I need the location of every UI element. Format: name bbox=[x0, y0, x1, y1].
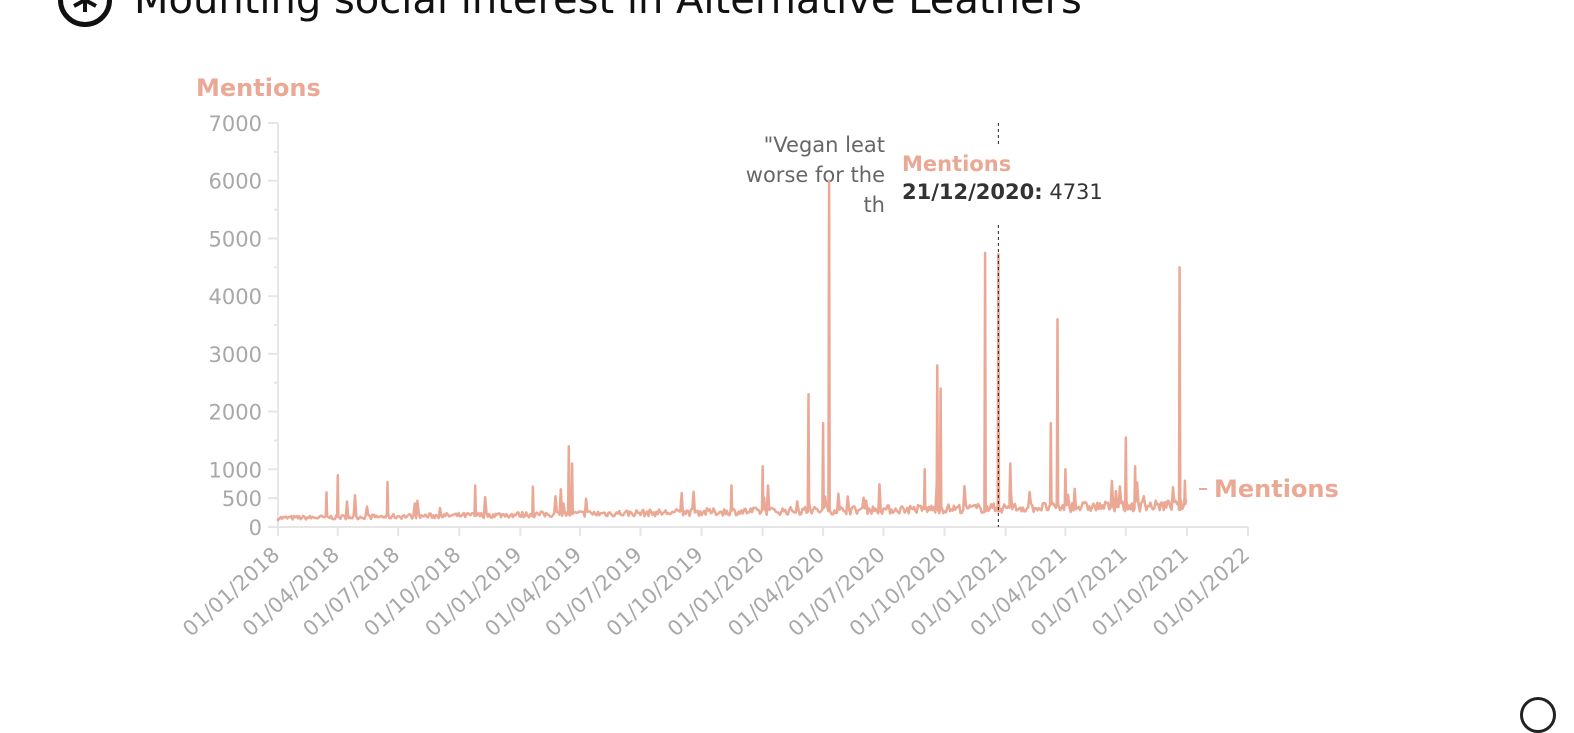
chart-header: Mounting social interest in Alternative … bbox=[58, 0, 1082, 27]
data-point[interactable] bbox=[531, 485, 535, 489]
data-point[interactable] bbox=[827, 179, 831, 183]
data-point[interactable] bbox=[1055, 317, 1059, 321]
data-point[interactable] bbox=[336, 473, 340, 477]
tooltip-series-name: Mentions bbox=[902, 152, 1012, 176]
data-point[interactable] bbox=[761, 464, 765, 468]
data-point[interactable] bbox=[935, 363, 939, 367]
y-tick-label: 500 bbox=[222, 487, 262, 511]
data-point[interactable] bbox=[1049, 421, 1053, 425]
y-tick-label: 0 bbox=[249, 516, 262, 540]
data-point[interactable] bbox=[1178, 265, 1182, 269]
data-point[interactable] bbox=[1063, 467, 1067, 471]
tooltip-value: 4731 bbox=[1049, 180, 1103, 204]
data-point[interactable] bbox=[1185, 485, 1189, 489]
y-tick-label: 5000 bbox=[209, 227, 262, 251]
x-axis: 01/01/201801/04/201801/07/201801/10/2018… bbox=[178, 526, 1254, 641]
tooltip-date: 21/12/2020: bbox=[902, 180, 1043, 204]
data-point[interactable] bbox=[729, 483, 733, 487]
corner-logo-icon bbox=[1520, 697, 1556, 733]
legend-label-mentions[interactable]: Mentions bbox=[1214, 475, 1339, 503]
data-point[interactable] bbox=[1133, 464, 1137, 468]
y-tick-label: 1000 bbox=[209, 458, 262, 482]
asterisk-icon bbox=[73, 0, 97, 12]
data-point[interactable] bbox=[939, 386, 943, 390]
y-tick-label: 6000 bbox=[209, 170, 262, 194]
tooltip-row: 21/12/2020: 4731 bbox=[902, 180, 1103, 204]
data-point[interactable] bbox=[923, 467, 927, 471]
data-point[interactable] bbox=[386, 480, 390, 484]
annotation-line-3: th bbox=[863, 193, 885, 217]
data-point[interactable] bbox=[1124, 436, 1128, 440]
y-tick-label: 3000 bbox=[209, 343, 262, 367]
series-line-mentions[interactable] bbox=[276, 179, 1188, 522]
data-point[interactable] bbox=[324, 490, 328, 494]
data-point[interactable] bbox=[1183, 479, 1187, 483]
data-point[interactable] bbox=[806, 392, 810, 396]
data-point[interactable] bbox=[821, 421, 825, 425]
annotation-line-1: "Vegan leat bbox=[764, 133, 885, 157]
peak-markers bbox=[324, 179, 1188, 495]
data-point[interactable] bbox=[983, 251, 987, 255]
annotation-line-2: worse for the bbox=[746, 163, 885, 187]
data-point[interactable] bbox=[567, 444, 571, 448]
chart-title: Mounting social interest in Alternative … bbox=[134, 0, 1082, 23]
data-point[interactable] bbox=[1008, 462, 1012, 466]
y-tick-label: 4000 bbox=[209, 285, 262, 309]
y-axis-label: Mentions bbox=[196, 74, 321, 102]
data-point[interactable] bbox=[473, 483, 477, 487]
data-point[interactable] bbox=[570, 462, 574, 466]
y-tick-label: 2000 bbox=[209, 401, 262, 425]
chart-annotation: "Vegan leat worse for the th bbox=[746, 133, 885, 217]
chart-tooltip: Mentions 21/12/2020: 4731 bbox=[892, 146, 1112, 222]
y-tick-label: 7000 bbox=[209, 112, 262, 136]
y-axis: 0 500 1000 2000 3000 4000 5000 6000 7000 bbox=[209, 112, 279, 540]
line-chart: 0 500 1000 2000 3000 4000 5000 6000 7000 01/01/2… bbox=[178, 74, 1339, 641]
